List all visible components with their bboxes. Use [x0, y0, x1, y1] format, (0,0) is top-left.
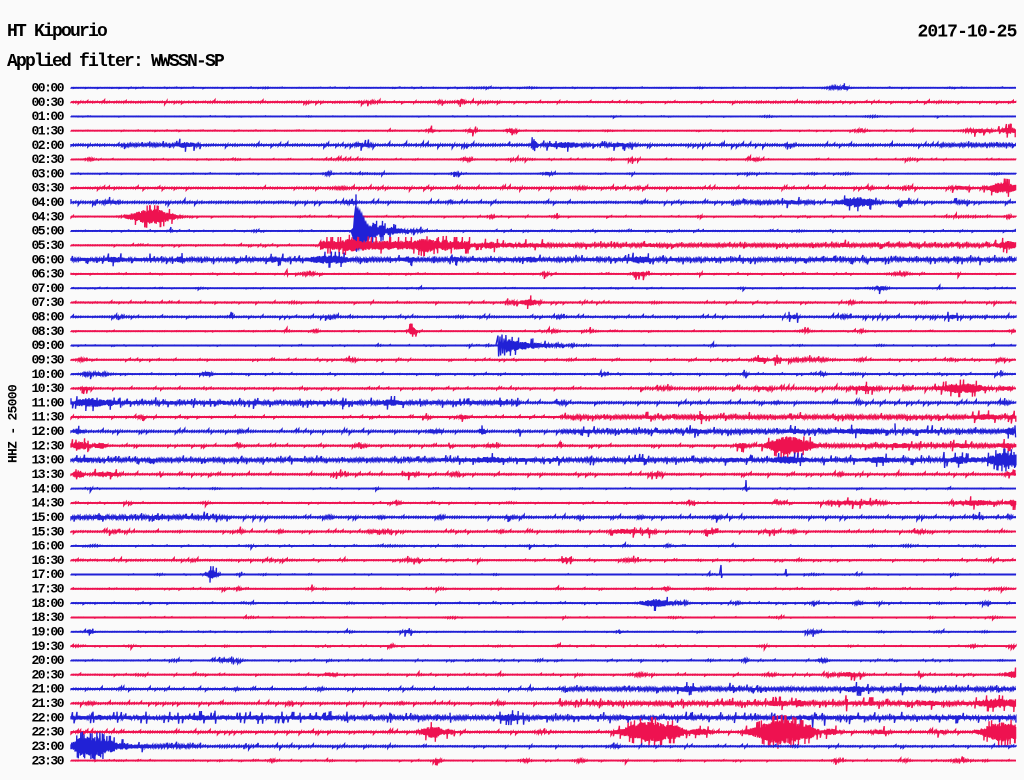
svg-text:15:30: 15:30 [31, 524, 64, 539]
svg-text:19:30: 19:30 [31, 639, 64, 654]
svg-text:23:00: 23:00 [31, 739, 64, 754]
svg-text:14:00: 14:00 [31, 481, 64, 496]
svg-text:09:30: 09:30 [31, 353, 64, 368]
svg-text:Applied filter: WWSSN-SP: Applied filter: WWSSN-SP [7, 52, 225, 72]
svg-text:23:30: 23:30 [31, 753, 64, 768]
svg-text:17:00: 17:00 [31, 567, 64, 582]
svg-text:06:30: 06:30 [31, 267, 64, 282]
svg-text:00:30: 00:30 [31, 95, 64, 110]
svg-text:11:30: 11:30 [31, 410, 64, 425]
svg-text:HHZ - 25000: HHZ - 25000 [6, 384, 21, 463]
svg-text:19:00: 19:00 [31, 625, 64, 640]
svg-text:09:00: 09:00 [31, 338, 64, 353]
svg-text:10:00: 10:00 [31, 367, 64, 382]
svg-text:22:30: 22:30 [31, 725, 64, 740]
svg-text:22:00: 22:00 [31, 710, 64, 725]
svg-text:06:00: 06:00 [31, 252, 64, 267]
svg-text:07:30: 07:30 [31, 295, 64, 310]
svg-text:03:00: 03:00 [31, 166, 64, 181]
svg-text:02:00: 02:00 [31, 138, 64, 153]
svg-text:16:00: 16:00 [31, 539, 64, 554]
svg-text:14:30: 14:30 [31, 496, 64, 511]
svg-text:16:30: 16:30 [31, 553, 64, 568]
svg-text:17:30: 17:30 [31, 582, 64, 597]
svg-text:01:30: 01:30 [31, 123, 64, 138]
svg-text:10:30: 10:30 [31, 381, 64, 396]
svg-text:12:00: 12:00 [31, 424, 64, 439]
svg-text:07:00: 07:00 [31, 281, 64, 296]
svg-text:20:30: 20:30 [31, 667, 64, 682]
svg-text:20:00: 20:00 [31, 653, 64, 668]
svg-text:13:00: 13:00 [31, 453, 64, 468]
svg-text:05:00: 05:00 [31, 224, 64, 239]
svg-text:11:00: 11:00 [31, 395, 64, 410]
svg-text:21:00: 21:00 [31, 682, 64, 697]
svg-text:02:30: 02:30 [31, 152, 64, 167]
svg-text:13:30: 13:30 [31, 467, 64, 482]
svg-text:18:30: 18:30 [31, 610, 64, 625]
svg-text:01:00: 01:00 [31, 109, 64, 124]
svg-text:18:00: 18:00 [31, 596, 64, 611]
svg-text:HT Kipourio: HT Kipourio [7, 22, 107, 42]
svg-text:08:30: 08:30 [31, 324, 64, 339]
svg-text:21:30: 21:30 [31, 696, 64, 711]
svg-text:04:00: 04:00 [31, 195, 64, 210]
svg-text:05:30: 05:30 [31, 238, 64, 253]
svg-text:2017-10-25: 2017-10-25 [917, 22, 1016, 42]
svg-text:15:00: 15:00 [31, 510, 64, 525]
svg-text:04:30: 04:30 [31, 209, 64, 224]
svg-text:08:00: 08:00 [31, 310, 64, 325]
svg-text:03:30: 03:30 [31, 181, 64, 196]
svg-text:12:30: 12:30 [31, 438, 64, 453]
svg-text:00:00: 00:00 [31, 81, 64, 96]
